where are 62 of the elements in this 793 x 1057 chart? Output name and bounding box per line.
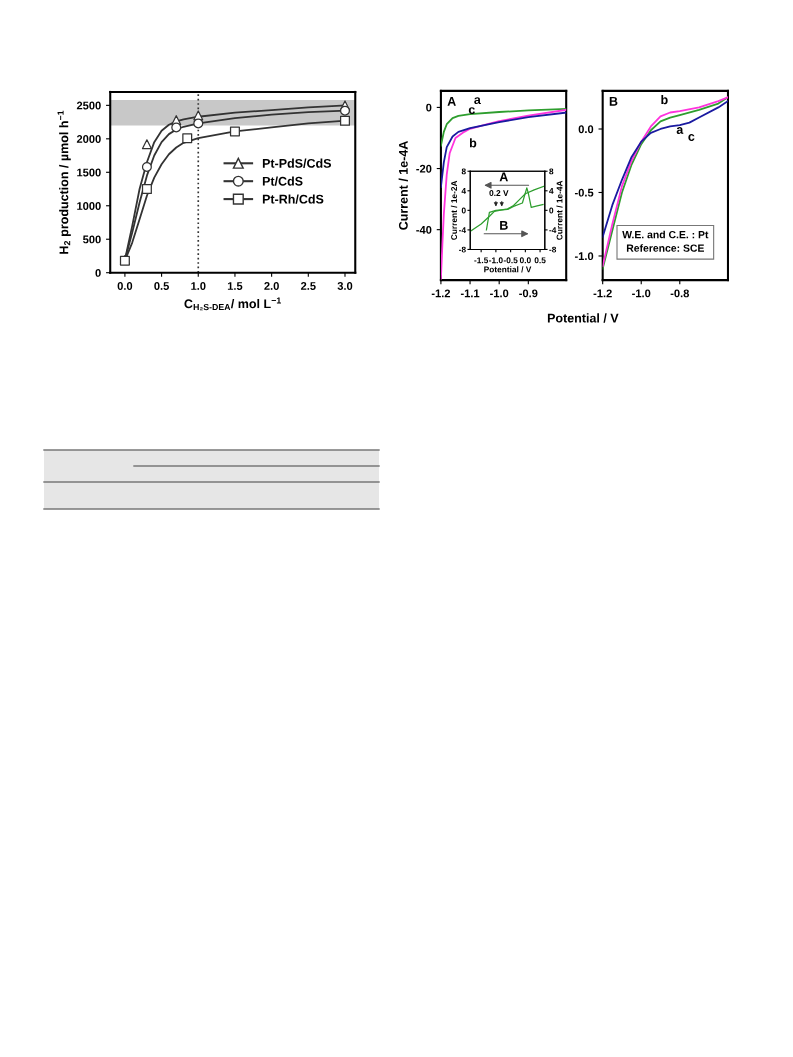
y-tick-label: 0 — [461, 207, 466, 214]
y-axis-title: Current / 1e-2A — [450, 180, 458, 240]
x-tick-label: 3.0 — [337, 282, 353, 290]
y-tick-label: 8 — [461, 168, 466, 175]
y2-axis-title: Current / 1e-4A — [556, 180, 563, 240]
x-tick-label: 2.0 — [264, 282, 279, 290]
y-tick-label: 1000 — [77, 202, 101, 210]
y-tick-label: -20 — [416, 164, 432, 173]
x-axis-title: C$_{H₂S-DEA}$/ mol L$^{−1}$ — [184, 297, 281, 311]
y-tick-label: 0 — [95, 268, 101, 277]
x-axis-title: Potential / V — [547, 313, 619, 323]
y-tick-label: 0.0 — [578, 125, 594, 134]
annotation: B — [500, 221, 508, 230]
x-axis-title: Potential / V — [484, 266, 532, 273]
annotation: b — [661, 95, 668, 105]
x-tick-label: -1.0 — [489, 257, 503, 264]
x-tick-label: 0.0 — [117, 282, 133, 290]
x-tick-label: 1.5 — [227, 282, 243, 290]
annotation: c — [468, 107, 475, 114]
y2-tick-label: 4 — [549, 188, 554, 194]
annotation: c — [688, 134, 695, 141]
annotation: A — [499, 172, 508, 182]
y-tick-label: 2000 — [76, 135, 101, 143]
y-tick-label: -4 — [459, 227, 467, 233]
y-axis-title: Current / 1e-4A — [398, 141, 408, 230]
annotation: A — [447, 97, 456, 106]
x-tick-label: -0.5 — [503, 257, 518, 264]
x-tick-label: 0.5 — [534, 257, 546, 264]
y-tick-label: 500 — [83, 235, 101, 244]
y-tick-label: -8 — [459, 246, 466, 253]
y-tick-label: -0.5 — [574, 188, 594, 197]
y-axis-title: H$_{2}$ production / µmol h$^{−1}$ — [57, 110, 71, 254]
legend-label: Pt-Rh/CdS — [262, 194, 324, 204]
annotation: W.E. and C.E. : Pt Reference: SCE — [622, 230, 709, 252]
annotation: a — [676, 127, 684, 134]
y-tick-label: 1500 — [77, 168, 101, 177]
x-tick-label: 1.0 — [191, 282, 206, 290]
x-tick-label: -1.2 — [431, 289, 451, 298]
x-tick-label: 0.5 — [154, 282, 169, 290]
y-tick-label: 4 — [461, 188, 467, 194]
annotation: a — [474, 97, 481, 105]
annotation: 0.2 V — [489, 190, 509, 196]
x-tick-label: -0.8 — [670, 289, 690, 298]
x-tick-label: -1.5 — [474, 257, 489, 264]
y-tick-label: 0 — [426, 103, 432, 112]
y-tick-label: -40 — [416, 225, 432, 234]
x-tick-label: 2.5 — [300, 282, 316, 290]
x-tick-label: -1.0 — [490, 289, 509, 298]
x-tick-label: -1.2 — [593, 289, 612, 298]
y-tick-label: 2500 — [76, 101, 101, 110]
y2-tick-label: -4 — [549, 227, 557, 233]
y2-tick-label: 0 — [549, 207, 554, 214]
y2-tick-label: -8 — [549, 246, 557, 253]
x-tick-label: 0.0 — [519, 257, 531, 264]
annotation: b — [469, 138, 477, 148]
annotation: B — [609, 97, 618, 106]
x-tick-label: -1.1 — [460, 289, 480, 298]
legend-label: Pt-PdS/CdS — [262, 158, 332, 168]
x-tick-label: -0.9 — [519, 289, 538, 298]
legend-label: Pt/CdS — [262, 176, 303, 186]
y2-tick-label: 8 — [549, 168, 554, 175]
x-tick-label: -1.0 — [632, 289, 651, 298]
